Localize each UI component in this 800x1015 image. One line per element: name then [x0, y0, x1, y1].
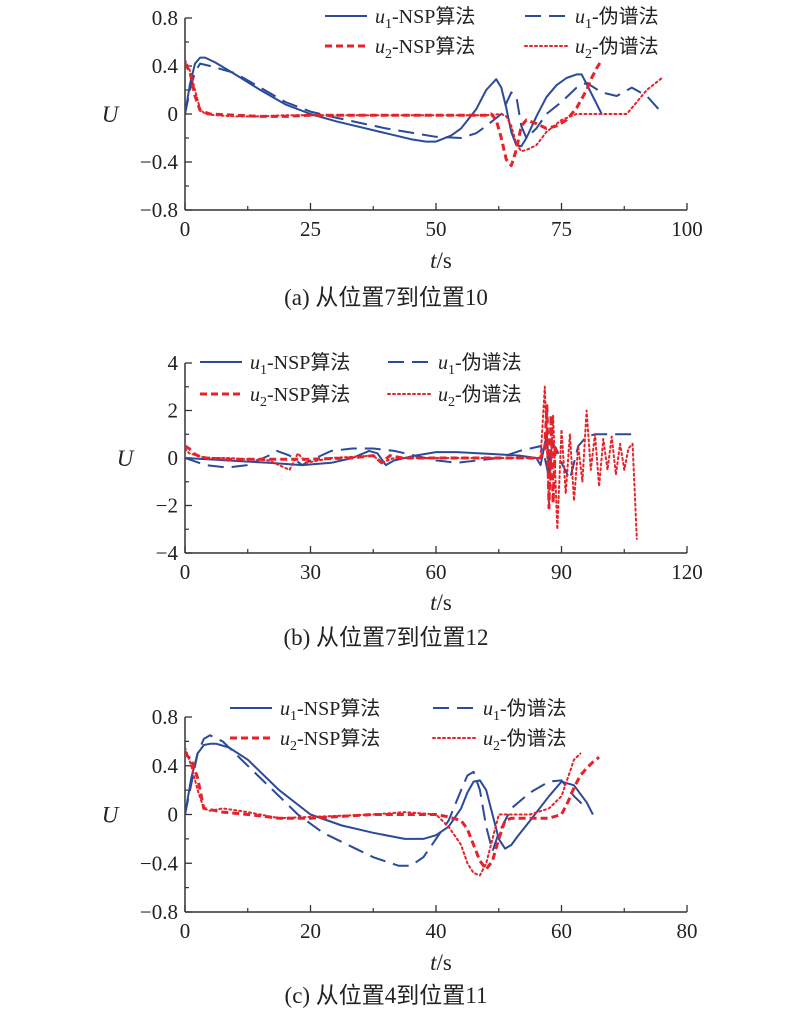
x-tick-label: 100 — [671, 217, 703, 241]
y-tick-label: 0 — [168, 803, 179, 827]
x-axis-title: t/s — [430, 248, 452, 273]
series-line-3 — [185, 404, 559, 510]
series-line-2 — [185, 734, 588, 867]
legend: u1-NSP算法 u1-伪谱法 u2-NSP算法 u2-伪谱法 — [325, 5, 659, 62]
y-tick-label: 0 — [168, 446, 179, 470]
x-tick-label: 90 — [551, 560, 572, 584]
x-tick-label: 120 — [671, 560, 703, 584]
legend-label: u2-NSP算法 — [250, 383, 350, 410]
x-tick-label: 30 — [300, 560, 321, 584]
series-line-1 — [185, 742, 594, 850]
legend-label: u2-伪谱法 — [438, 383, 522, 410]
series-line-3 — [185, 59, 603, 168]
panel-caption: (a) 从位置7到位置10 — [284, 285, 488, 310]
x-axis-title: t/s — [430, 590, 452, 615]
series-group — [185, 56, 663, 168]
x-tick-label: 80 — [677, 919, 698, 943]
y-tick-label: 0.4 — [152, 754, 179, 778]
y-tick-label: −2 — [156, 494, 178, 518]
y-tick-label: −0.8 — [140, 198, 178, 222]
legend-label: u1-伪谱法 — [438, 351, 522, 378]
y-tick-label: −0.4 — [140, 851, 179, 875]
y-axis-title: U — [102, 803, 120, 828]
series-line-4 — [185, 385, 638, 540]
legend-label: u2-伪谱法 — [575, 35, 659, 62]
y-axis-title: U — [102, 102, 120, 127]
legend-label: u2-NSP算法 — [280, 727, 380, 754]
y-tick-label: 0.4 — [152, 54, 179, 78]
series-line-2 — [185, 62, 663, 139]
series-line-1 — [185, 433, 555, 471]
legend: u1-NSP算法 u1-伪谱法 u2-NSP算法 u2-伪谱法 — [200, 351, 522, 410]
legend-label: u1-NSP算法 — [375, 5, 475, 32]
series-group — [185, 385, 638, 540]
series-line-3 — [185, 752, 601, 871]
y-tick-label: −0.8 — [140, 900, 178, 924]
legend-label: u1-伪谱法 — [575, 5, 659, 32]
chart-panel-2: 0 30 60 90 120 4 2 0 −2 −4 Ut/s (b) 从位置7到位置12 u1-NSP… — [117, 351, 703, 650]
y-tick-label: −4 — [156, 541, 179, 565]
series-group — [185, 734, 601, 877]
x-tick-label: 60 — [426, 560, 447, 584]
y-tick-label: 4 — [168, 351, 179, 375]
legend-label: u2-NSP算法 — [375, 35, 475, 62]
chart-panel-3: 0 20 40 60 80 0.8 0.4 0 −0.4 −0.8 Ut/s (c) 从位置4到位置1… — [102, 697, 698, 1008]
y-tick-label: 0.8 — [152, 6, 178, 30]
x-tick-label: 0 — [180, 560, 191, 584]
chart-panel-1: 0 25 50 75 100 0.8 0.4 0 −0.4 −0.8 Ut/s (a) 从位置7到位置… — [102, 5, 703, 310]
y-axis-title: U — [117, 446, 135, 471]
x-tick-label: 25 — [300, 217, 321, 241]
x-tick-label: 75 — [551, 217, 572, 241]
panel-caption: (c) 从位置4到位置11 — [285, 983, 488, 1008]
x-tick-label: 50 — [426, 217, 447, 241]
x-tick-label: 0 — [180, 217, 191, 241]
panel-caption: (b) 从位置7到位置12 — [283, 625, 488, 650]
x-axis-title: t/s — [430, 950, 452, 975]
series-line-4 — [185, 59, 663, 153]
x-tick-label: 20 — [300, 919, 321, 943]
x-tick-label: 60 — [551, 919, 572, 943]
series-line-2 — [185, 433, 637, 481]
x-tick-label: 0 — [180, 919, 191, 943]
y-tick-label: −0.4 — [140, 150, 179, 174]
legend-label: u2-伪谱法 — [483, 727, 567, 754]
y-tick-label: 2 — [168, 399, 179, 423]
y-tick-label: 0.8 — [152, 705, 178, 729]
legend-label: u1-NSP算法 — [250, 351, 350, 378]
legend-label: u1-NSP算法 — [280, 697, 380, 724]
legend-label: u1-伪谱法 — [483, 697, 567, 724]
legend: u1-NSP算法 u1-伪谱法 u2-NSP算法 u2-伪谱法 — [230, 697, 567, 754]
series-line-4 — [185, 746, 582, 877]
series-line-1 — [185, 56, 603, 148]
y-tick-label: 0 — [168, 102, 179, 126]
x-tick-label: 40 — [426, 919, 447, 943]
